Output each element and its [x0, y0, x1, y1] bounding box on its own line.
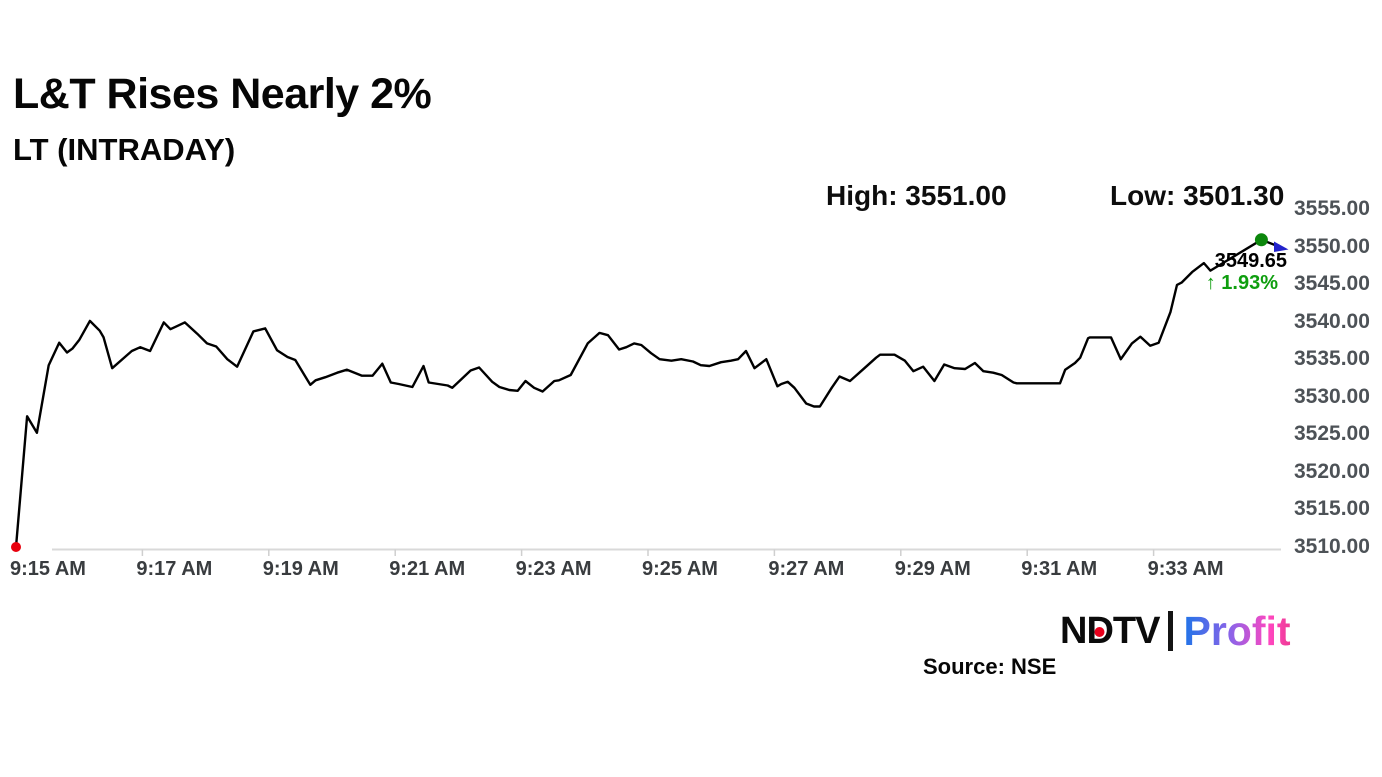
x-axis-label: 9:21 AM [389, 558, 466, 580]
y-axis-label: 3540.00 [1294, 309, 1370, 333]
y-axis-label: 3520.00 [1294, 459, 1370, 483]
x-axis-label: 9:15 AM [10, 558, 86, 580]
x-axis-label: 9:17 AM [136, 558, 213, 580]
y-axis-label: 3550.00 [1294, 234, 1370, 258]
ndtv-letters-tv: TV [1112, 610, 1161, 652]
y-axis-label: 3525.00 [1294, 422, 1370, 446]
profit-wordmark: Profit [1183, 607, 1291, 654]
page-title: L&T Rises Nearly 2% [13, 70, 432, 118]
low-marker-dot [11, 542, 21, 552]
ndtv-red-dot-icon [1094, 626, 1105, 637]
x-axis-label: 9:31 AM [1021, 558, 1098, 580]
y-axis-label: 3510.00 [1294, 535, 1370, 558]
x-axis-label: 9:25 AM [642, 558, 718, 580]
x-axis-label: 9:23 AM [515, 558, 592, 580]
logo-separator [1168, 611, 1174, 651]
x-axis-label: 9:27 AM [768, 558, 845, 580]
y-axis-label: 3535.00 [1294, 347, 1370, 371]
ndtv-letter-n: N [1060, 610, 1087, 652]
x-axis-label: 9:19 AM [262, 558, 339, 580]
ndtv-profit-logo: N D TV Profit [1060, 608, 1291, 654]
page-subtitle: LT (INTRADAY) [13, 132, 236, 167]
y-axis-label: 3515.00 [1294, 497, 1370, 521]
x-axis-label: 9:33 AM [1147, 558, 1224, 580]
price-line [14, 238, 1285, 549]
session-high-label: High: 3551.00 [826, 180, 1007, 211]
source-label: Source: NSE [923, 654, 1057, 679]
high-marker-dot [1254, 233, 1268, 247]
y-axis-label: 3555.00 [1294, 197, 1370, 220]
last-price-label: 3549.65 [1214, 250, 1287, 272]
ndtv-wordmark: N D TV [1060, 610, 1161, 652]
ndtv-letter-d: D [1086, 612, 1113, 650]
y-axis-label: 3545.00 [1294, 272, 1370, 296]
x-axis-label: 9:29 AM [894, 558, 971, 580]
session-low-label: Low: 3501.30 [1110, 180, 1285, 211]
y-axis-label: 3530.00 [1294, 384, 1370, 408]
price-change-label: ↑ 1.93% [1205, 272, 1278, 294]
